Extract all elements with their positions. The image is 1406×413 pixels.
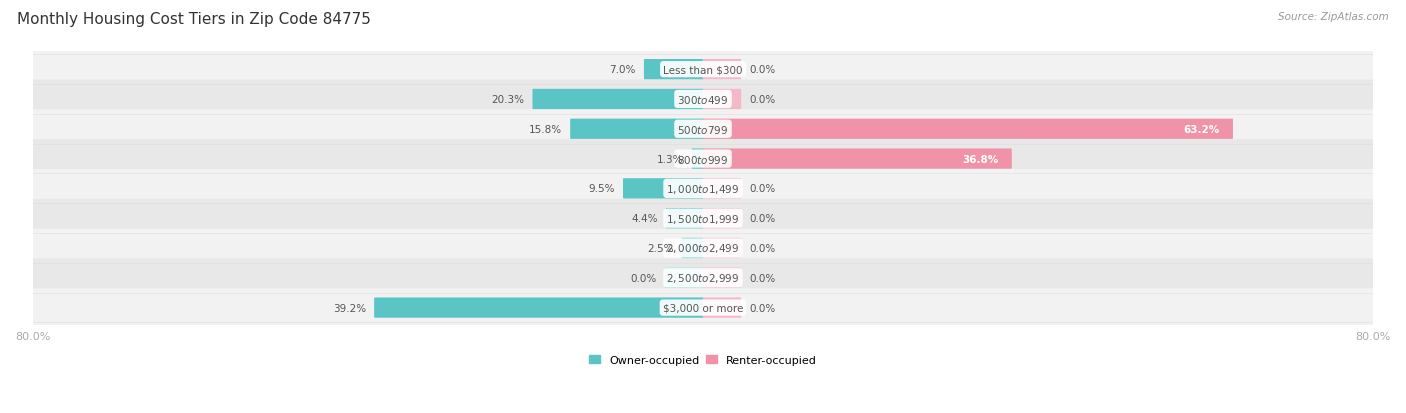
- FancyBboxPatch shape: [31, 110, 1375, 149]
- FancyBboxPatch shape: [644, 60, 703, 80]
- FancyBboxPatch shape: [703, 149, 1012, 169]
- Text: $2,000 to $2,499: $2,000 to $2,499: [666, 242, 740, 255]
- Text: $2,500 to $2,999: $2,500 to $2,999: [666, 272, 740, 285]
- FancyBboxPatch shape: [31, 289, 1375, 327]
- Legend: Owner-occupied, Renter-occupied: Owner-occupied, Renter-occupied: [585, 350, 821, 369]
- Text: 39.2%: 39.2%: [333, 303, 366, 313]
- Text: 0.0%: 0.0%: [631, 273, 657, 283]
- FancyBboxPatch shape: [682, 238, 703, 259]
- Text: 0.0%: 0.0%: [749, 65, 775, 75]
- FancyBboxPatch shape: [31, 259, 1375, 297]
- Text: 0.0%: 0.0%: [749, 184, 775, 194]
- Text: Less than $300: Less than $300: [664, 65, 742, 75]
- Text: $300 to $499: $300 to $499: [678, 94, 728, 106]
- FancyBboxPatch shape: [703, 238, 741, 259]
- Text: 1.3%: 1.3%: [657, 154, 683, 164]
- FancyBboxPatch shape: [623, 179, 703, 199]
- Text: 36.8%: 36.8%: [963, 154, 998, 164]
- Text: 0.0%: 0.0%: [749, 303, 775, 313]
- Text: 0.0%: 0.0%: [749, 273, 775, 283]
- FancyBboxPatch shape: [703, 179, 741, 199]
- Text: Monthly Housing Cost Tiers in Zip Code 84775: Monthly Housing Cost Tiers in Zip Code 8…: [17, 12, 371, 27]
- FancyBboxPatch shape: [703, 209, 741, 229]
- Text: 20.3%: 20.3%: [492, 95, 524, 105]
- Text: $800 to $999: $800 to $999: [678, 153, 728, 165]
- FancyBboxPatch shape: [703, 60, 741, 80]
- Text: 2.5%: 2.5%: [647, 243, 673, 253]
- FancyBboxPatch shape: [31, 170, 1375, 208]
- FancyBboxPatch shape: [703, 298, 741, 318]
- FancyBboxPatch shape: [31, 199, 1375, 238]
- Text: 7.0%: 7.0%: [610, 65, 636, 75]
- Text: Source: ZipAtlas.com: Source: ZipAtlas.com: [1278, 12, 1389, 22]
- Text: $1,500 to $1,999: $1,500 to $1,999: [666, 212, 740, 225]
- Text: 0.0%: 0.0%: [749, 214, 775, 223]
- Text: 15.8%: 15.8%: [529, 124, 562, 134]
- Text: $3,000 or more: $3,000 or more: [662, 303, 744, 313]
- Text: 0.0%: 0.0%: [749, 95, 775, 105]
- Text: $500 to $799: $500 to $799: [678, 123, 728, 135]
- Text: $1,000 to $1,499: $1,000 to $1,499: [666, 183, 740, 195]
- FancyBboxPatch shape: [703, 268, 741, 288]
- FancyBboxPatch shape: [703, 90, 741, 110]
- FancyBboxPatch shape: [31, 51, 1375, 89]
- Text: 63.2%: 63.2%: [1184, 124, 1220, 134]
- FancyBboxPatch shape: [374, 298, 703, 318]
- FancyBboxPatch shape: [665, 268, 703, 288]
- FancyBboxPatch shape: [31, 140, 1375, 178]
- FancyBboxPatch shape: [31, 229, 1375, 268]
- FancyBboxPatch shape: [31, 81, 1375, 119]
- Text: 9.5%: 9.5%: [589, 184, 614, 194]
- FancyBboxPatch shape: [703, 119, 1233, 140]
- FancyBboxPatch shape: [692, 149, 703, 169]
- FancyBboxPatch shape: [665, 209, 703, 229]
- Text: 0.0%: 0.0%: [749, 243, 775, 253]
- FancyBboxPatch shape: [533, 90, 703, 110]
- FancyBboxPatch shape: [571, 119, 703, 140]
- Text: 4.4%: 4.4%: [631, 214, 658, 223]
